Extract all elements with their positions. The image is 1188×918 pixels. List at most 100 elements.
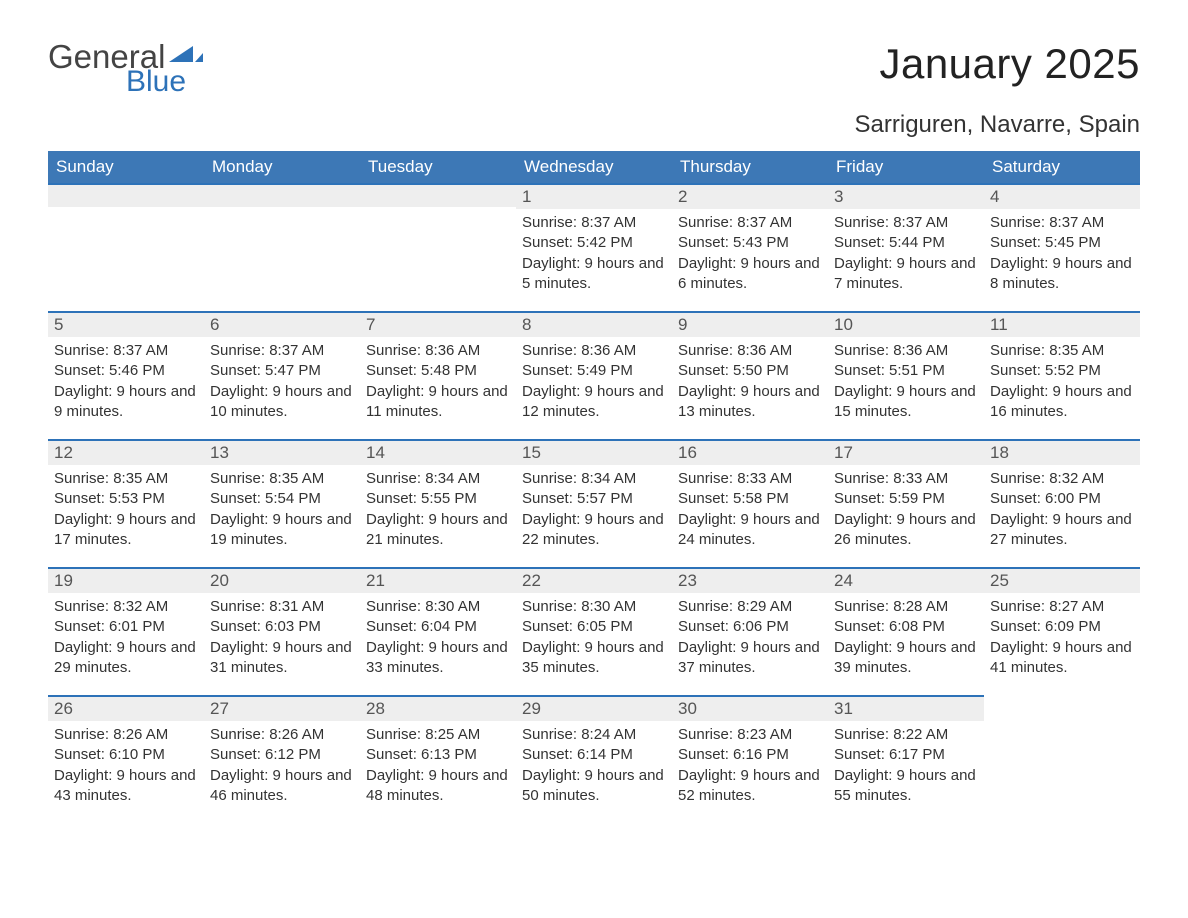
day-details: Sunrise: 8:22 AMSunset: 6:17 PMDaylight:… [828,721,984,820]
day-number: 13 [204,441,360,465]
day-number: 14 [360,441,516,465]
location: Sarriguren, Navarre, Spain [48,111,1140,139]
day-details: Sunrise: 8:36 AMSunset: 5:49 PMDaylight:… [516,337,672,436]
day-number: 31 [828,697,984,721]
day-number: 9 [672,313,828,337]
weekday-header-row: SundayMondayTuesdayWednesdayThursdayFrid… [48,151,1140,183]
calendar-cell: 2Sunrise: 8:37 AMSunset: 5:43 PMDaylight… [672,183,828,311]
day-details: Sunrise: 8:37 AMSunset: 5:42 PMDaylight:… [516,209,672,308]
calendar-week: 26Sunrise: 8:26 AMSunset: 6:10 PMDayligh… [48,695,1140,820]
day-details: Sunrise: 8:37 AMSunset: 5:44 PMDaylight:… [828,209,984,308]
calendar-week: 5Sunrise: 8:37 AMSunset: 5:46 PMDaylight… [48,311,1140,439]
calendar-cell: 10Sunrise: 8:36 AMSunset: 5:51 PMDayligh… [828,311,984,439]
day-details: Sunrise: 8:36 AMSunset: 5:48 PMDaylight:… [360,337,516,436]
weekday-header: Monday [204,151,360,183]
weekday-header: Thursday [672,151,828,183]
calendar-cell: 24Sunrise: 8:28 AMSunset: 6:08 PMDayligh… [828,567,984,695]
day-number: 24 [828,569,984,593]
day-number: 7 [360,313,516,337]
calendar-cell [48,183,204,311]
calendar-cell: 27Sunrise: 8:26 AMSunset: 6:12 PMDayligh… [204,695,360,820]
day-details: Sunrise: 8:37 AMSunset: 5:47 PMDaylight:… [204,337,360,436]
day-number: 12 [48,441,204,465]
day-details: Sunrise: 8:29 AMSunset: 6:06 PMDaylight:… [672,593,828,692]
header: General Blue January 2025 [48,40,1140,97]
calendar-cell: 15Sunrise: 8:34 AMSunset: 5:57 PMDayligh… [516,439,672,567]
day-details: Sunrise: 8:33 AMSunset: 5:58 PMDaylight:… [672,465,828,564]
calendar-cell: 23Sunrise: 8:29 AMSunset: 6:06 PMDayligh… [672,567,828,695]
day-number: 16 [672,441,828,465]
empty-day-header [204,183,360,207]
calendar-cell: 31Sunrise: 8:22 AMSunset: 6:17 PMDayligh… [828,695,984,820]
day-details: Sunrise: 8:37 AMSunset: 5:43 PMDaylight:… [672,209,828,308]
day-details: Sunrise: 8:37 AMSunset: 5:46 PMDaylight:… [48,337,204,436]
calendar-table: SundayMondayTuesdayWednesdayThursdayFrid… [48,151,1140,820]
day-details: Sunrise: 8:30 AMSunset: 6:05 PMDaylight:… [516,593,672,692]
calendar-week: 12Sunrise: 8:35 AMSunset: 5:53 PMDayligh… [48,439,1140,567]
day-details: Sunrise: 8:26 AMSunset: 6:10 PMDaylight:… [48,721,204,820]
empty-day-header [48,183,204,207]
calendar-cell: 1Sunrise: 8:37 AMSunset: 5:42 PMDaylight… [516,183,672,311]
calendar-cell: 8Sunrise: 8:36 AMSunset: 5:49 PMDaylight… [516,311,672,439]
month-title: January 2025 [879,40,1140,88]
weekday-header: Sunday [48,151,204,183]
day-details: Sunrise: 8:32 AMSunset: 6:01 PMDaylight:… [48,593,204,692]
day-details: Sunrise: 8:23 AMSunset: 6:16 PMDaylight:… [672,721,828,820]
weekday-header: Saturday [984,151,1140,183]
day-number: 29 [516,697,672,721]
day-number: 28 [360,697,516,721]
day-details: Sunrise: 8:34 AMSunset: 5:55 PMDaylight:… [360,465,516,564]
day-number: 21 [360,569,516,593]
day-details: Sunrise: 8:25 AMSunset: 6:13 PMDaylight:… [360,721,516,820]
day-number: 25 [984,569,1140,593]
day-details: Sunrise: 8:28 AMSunset: 6:08 PMDaylight:… [828,593,984,692]
day-number: 3 [828,185,984,209]
day-details: Sunrise: 8:31 AMSunset: 6:03 PMDaylight:… [204,593,360,692]
day-number: 1 [516,185,672,209]
day-number: 2 [672,185,828,209]
calendar-cell: 26Sunrise: 8:26 AMSunset: 6:10 PMDayligh… [48,695,204,820]
day-number: 10 [828,313,984,337]
calendar-cell: 18Sunrise: 8:32 AMSunset: 6:00 PMDayligh… [984,439,1140,567]
day-number: 8 [516,313,672,337]
calendar-cell: 30Sunrise: 8:23 AMSunset: 6:16 PMDayligh… [672,695,828,820]
calendar-cell: 13Sunrise: 8:35 AMSunset: 5:54 PMDayligh… [204,439,360,567]
day-number: 4 [984,185,1140,209]
calendar-cell: 6Sunrise: 8:37 AMSunset: 5:47 PMDaylight… [204,311,360,439]
day-details: Sunrise: 8:24 AMSunset: 6:14 PMDaylight:… [516,721,672,820]
day-number: 11 [984,313,1140,337]
calendar-cell: 5Sunrise: 8:37 AMSunset: 5:46 PMDaylight… [48,311,204,439]
calendar-cell [360,183,516,311]
calendar-cell [204,183,360,311]
calendar-cell: 25Sunrise: 8:27 AMSunset: 6:09 PMDayligh… [984,567,1140,695]
day-number: 6 [204,313,360,337]
day-details: Sunrise: 8:33 AMSunset: 5:59 PMDaylight:… [828,465,984,564]
title-block: January 2025 [879,40,1140,88]
calendar-week: 1Sunrise: 8:37 AMSunset: 5:42 PMDaylight… [48,183,1140,311]
day-details: Sunrise: 8:34 AMSunset: 5:57 PMDaylight:… [516,465,672,564]
calendar-cell: 19Sunrise: 8:32 AMSunset: 6:01 PMDayligh… [48,567,204,695]
day-details: Sunrise: 8:36 AMSunset: 5:51 PMDaylight:… [828,337,984,436]
day-number: 26 [48,697,204,721]
day-details: Sunrise: 8:32 AMSunset: 6:00 PMDaylight:… [984,465,1140,564]
day-number: 22 [516,569,672,593]
calendar-cell: 22Sunrise: 8:30 AMSunset: 6:05 PMDayligh… [516,567,672,695]
weekday-header: Wednesday [516,151,672,183]
logo: General Blue [48,40,203,97]
calendar-cell: 7Sunrise: 8:36 AMSunset: 5:48 PMDaylight… [360,311,516,439]
day-details: Sunrise: 8:36 AMSunset: 5:50 PMDaylight:… [672,337,828,436]
calendar-cell: 11Sunrise: 8:35 AMSunset: 5:52 PMDayligh… [984,311,1140,439]
calendar-week: 19Sunrise: 8:32 AMSunset: 6:01 PMDayligh… [48,567,1140,695]
day-number: 17 [828,441,984,465]
day-details: Sunrise: 8:26 AMSunset: 6:12 PMDaylight:… [204,721,360,820]
calendar-cell: 14Sunrise: 8:34 AMSunset: 5:55 PMDayligh… [360,439,516,567]
day-number: 15 [516,441,672,465]
day-details: Sunrise: 8:35 AMSunset: 5:54 PMDaylight:… [204,465,360,564]
day-details: Sunrise: 8:27 AMSunset: 6:09 PMDaylight:… [984,593,1140,692]
calendar-cell: 21Sunrise: 8:30 AMSunset: 6:04 PMDayligh… [360,567,516,695]
day-details: Sunrise: 8:35 AMSunset: 5:52 PMDaylight:… [984,337,1140,436]
calendar-cell: 3Sunrise: 8:37 AMSunset: 5:44 PMDaylight… [828,183,984,311]
calendar-cell: 29Sunrise: 8:24 AMSunset: 6:14 PMDayligh… [516,695,672,820]
day-number: 20 [204,569,360,593]
day-details: Sunrise: 8:37 AMSunset: 5:45 PMDaylight:… [984,209,1140,308]
